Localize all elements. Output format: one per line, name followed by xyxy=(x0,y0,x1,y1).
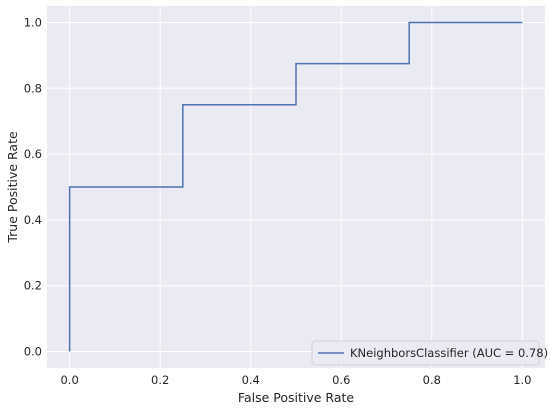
series-layer xyxy=(68,21,523,352)
x-tick-label: 0.8 xyxy=(423,373,441,387)
x-tick-label: 0.0 xyxy=(60,373,78,387)
y-tick-label: 0.8 xyxy=(24,81,42,95)
y-tick-labels: 0.0 0.2 0.4 0.6 0.8 1.0 xyxy=(24,15,42,358)
y-tick-label: 0.4 xyxy=(24,213,42,227)
x-tick-label: 0.2 xyxy=(151,373,169,387)
y-tick-label: 0.0 xyxy=(24,345,42,359)
y-axis-label: True Positive Rate xyxy=(5,131,20,244)
legend: KNeighborsClassifier (AUC = 0.78) xyxy=(311,340,548,366)
legend-box xyxy=(311,340,540,366)
y-tick-label: 1.0 xyxy=(24,15,42,29)
y-tick-label: 0.2 xyxy=(24,279,42,293)
legend-label: KNeighborsClassifier (AUC = 0.78) xyxy=(350,346,548,360)
roc-curve-line xyxy=(68,21,523,352)
x-tick-label: 0.6 xyxy=(332,373,350,387)
x-tick-label: 0.4 xyxy=(242,373,260,387)
x-tick-label: 1.0 xyxy=(513,373,531,387)
y-tick-label: 0.6 xyxy=(24,147,42,161)
x-tick-labels: 0.0 0.2 0.4 0.6 0.8 1.0 xyxy=(60,373,531,387)
x-axis-label: False Positive Rate xyxy=(238,390,354,405)
